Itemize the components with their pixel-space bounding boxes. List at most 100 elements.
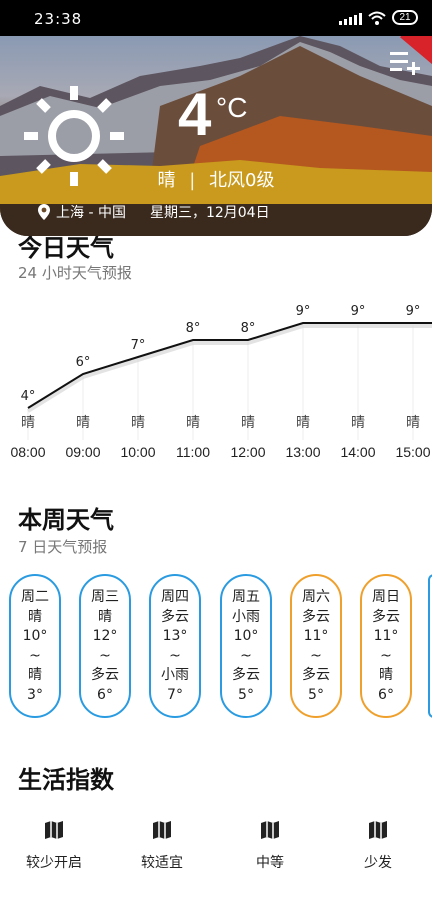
wifi-icon xyxy=(368,11,386,25)
life-item[interactable]: 较适宜 xyxy=(108,820,216,872)
temperature-unit: °C xyxy=(216,92,248,123)
mountain-background xyxy=(0,36,432,236)
day-name: 周四 xyxy=(161,589,189,605)
week-title: 本周天气 xyxy=(18,506,114,534)
status-bar: 23:38 21 xyxy=(0,0,432,36)
battery-indicator: 21 xyxy=(392,10,418,25)
day-card-sun[interactable]: 周日 多云 11° ~ 晴 6° xyxy=(360,574,412,718)
condition-label: 晴 xyxy=(406,415,420,431)
time-label: 14:00 xyxy=(340,444,375,460)
condition-label: 晴 xyxy=(351,415,365,431)
map-icon xyxy=(369,821,387,839)
day-name: 周六 xyxy=(302,589,330,605)
day-low: 5° xyxy=(238,686,254,703)
day-name: 周二 xyxy=(21,589,49,605)
life-item-label: 较适宜 xyxy=(141,855,183,871)
day-card-thu[interactable]: 周四 多云 13° ~ 小雨 7° xyxy=(149,574,201,718)
status-icons: 21 xyxy=(339,10,418,25)
weekly-forecast[interactable]: 周二 晴 10° ~ 晴 3° 周三 晴 12° ~ 多云 6° 周四 多云 1… xyxy=(0,574,432,720)
today-subtitle: 24 小时天气预报 xyxy=(18,264,132,282)
time-label: 15:00 xyxy=(395,444,430,460)
night-condition: 小雨 xyxy=(161,667,189,684)
map-icon xyxy=(261,821,279,839)
status-time: 23:38 xyxy=(34,10,83,28)
day-tilde: ~ xyxy=(240,647,252,664)
day-condition: 小雨 xyxy=(232,608,260,625)
wind-info: 北风0级 xyxy=(209,170,275,191)
day-tilde: ~ xyxy=(29,647,41,664)
map-icon xyxy=(153,821,171,839)
time-label: 08:00 xyxy=(10,444,45,460)
day-card-wed[interactable]: 周三 晴 12° ~ 多云 6° xyxy=(79,574,131,718)
current-date: 星期三，12月04日 xyxy=(149,205,270,221)
day-card-sat[interactable]: 周六 多云 11° ~ 多云 5° xyxy=(290,574,342,718)
day-card-tue[interactable]: 周二 晴 10° ~ 晴 3° xyxy=(9,574,61,718)
day-condition: 晴 xyxy=(98,608,112,625)
life-title: 生活指数 xyxy=(18,766,114,794)
day-condition: 晴 xyxy=(28,608,42,625)
map-icon xyxy=(45,821,63,839)
today-title: 今日天气 xyxy=(18,234,114,262)
day-tilde: ~ xyxy=(380,647,392,664)
value-label: 7° xyxy=(131,338,146,353)
time-label: 09:00 xyxy=(65,444,100,460)
signal-icon xyxy=(339,11,362,25)
life-item-label: 少发 xyxy=(364,855,392,871)
add-city-icon[interactable] xyxy=(390,50,420,76)
condition-label: 晴 xyxy=(76,415,90,431)
week-subtitle: 7 日天气预报 xyxy=(18,538,108,556)
series-shadow xyxy=(26,324,432,413)
day-tilde: ~ xyxy=(310,647,322,664)
value-label: 8° xyxy=(186,321,201,336)
life-item-label: 中等 xyxy=(256,855,284,871)
condition-label: 晴 xyxy=(296,415,310,431)
day-low: 3° xyxy=(27,686,43,703)
condition-label: 晴 xyxy=(131,415,145,431)
night-condition: 多云 xyxy=(91,667,119,684)
day-low: 6° xyxy=(97,686,113,703)
day-condition: 多云 xyxy=(161,608,189,625)
life-item[interactable]: 较少开启 xyxy=(0,820,108,872)
night-condition: 晴 xyxy=(28,667,42,684)
value-label: 6° xyxy=(76,355,91,370)
night-condition: 多云 xyxy=(232,667,260,684)
day-condition: 多云 xyxy=(302,608,330,625)
location-name[interactable]: 上海 - 中国 xyxy=(56,205,126,221)
day-high: 10° xyxy=(22,628,48,645)
day-low: 7° xyxy=(167,686,183,703)
current-weather-card: 4 °C 晴 | 北风0级 上海 - 中国 星期三，12月04日 xyxy=(0,36,432,236)
separator: | xyxy=(189,170,196,191)
day-card-fri[interactable]: 周五 小雨 10° ~ 多云 5° xyxy=(220,574,272,718)
day-high: 11° xyxy=(303,628,329,645)
night-condition: 多云 xyxy=(302,667,330,684)
day-low: 6° xyxy=(378,686,394,703)
day-high: 13° xyxy=(162,628,188,645)
value-label: 8° xyxy=(241,321,256,336)
day-high: 10° xyxy=(233,628,259,645)
series-line xyxy=(27,322,432,409)
hourly-chart-svg: 4° 晴 08:00 6° 晴 09:00 7° 晴 10:00 8° 晴 11:00 8° 晴 12:00… xyxy=(10,304,432,460)
weather-condition: 晴 xyxy=(157,170,176,191)
day-high: 11° xyxy=(373,628,399,645)
hourly-forecast-chart[interactable]: 4° 晴 08:00 6° 晴 09:00 7° 晴 10:00 8° 晴 11:00 8° 晴 12:00… xyxy=(0,290,432,470)
day-condition: 多云 xyxy=(372,608,400,625)
life-item-label: 较少开启 xyxy=(26,855,82,871)
time-label: 10:00 xyxy=(120,444,155,460)
value-label: 9° xyxy=(296,304,311,319)
condition-label: 晴 xyxy=(21,415,35,431)
location-pin-icon xyxy=(38,204,50,220)
life-item[interactable]: 少发 xyxy=(324,820,432,872)
day-tilde: ~ xyxy=(99,647,111,664)
day-name: 周日 xyxy=(372,589,400,605)
condition-label: 晴 xyxy=(241,415,255,431)
day-name: 周五 xyxy=(232,589,260,605)
night-condition: 晴 xyxy=(379,667,393,684)
day-card-partial[interactable] xyxy=(428,574,432,718)
current-temperature: 4 xyxy=(178,81,212,148)
time-label: 11:00 xyxy=(176,444,210,460)
condition-label: 晴 xyxy=(186,415,200,431)
location-row: 上海 - 中国 星期三，12月04日 xyxy=(38,202,270,222)
value-label: 9° xyxy=(406,304,421,319)
sun-icon xyxy=(24,86,124,186)
life-item[interactable]: 中等 xyxy=(216,820,324,872)
